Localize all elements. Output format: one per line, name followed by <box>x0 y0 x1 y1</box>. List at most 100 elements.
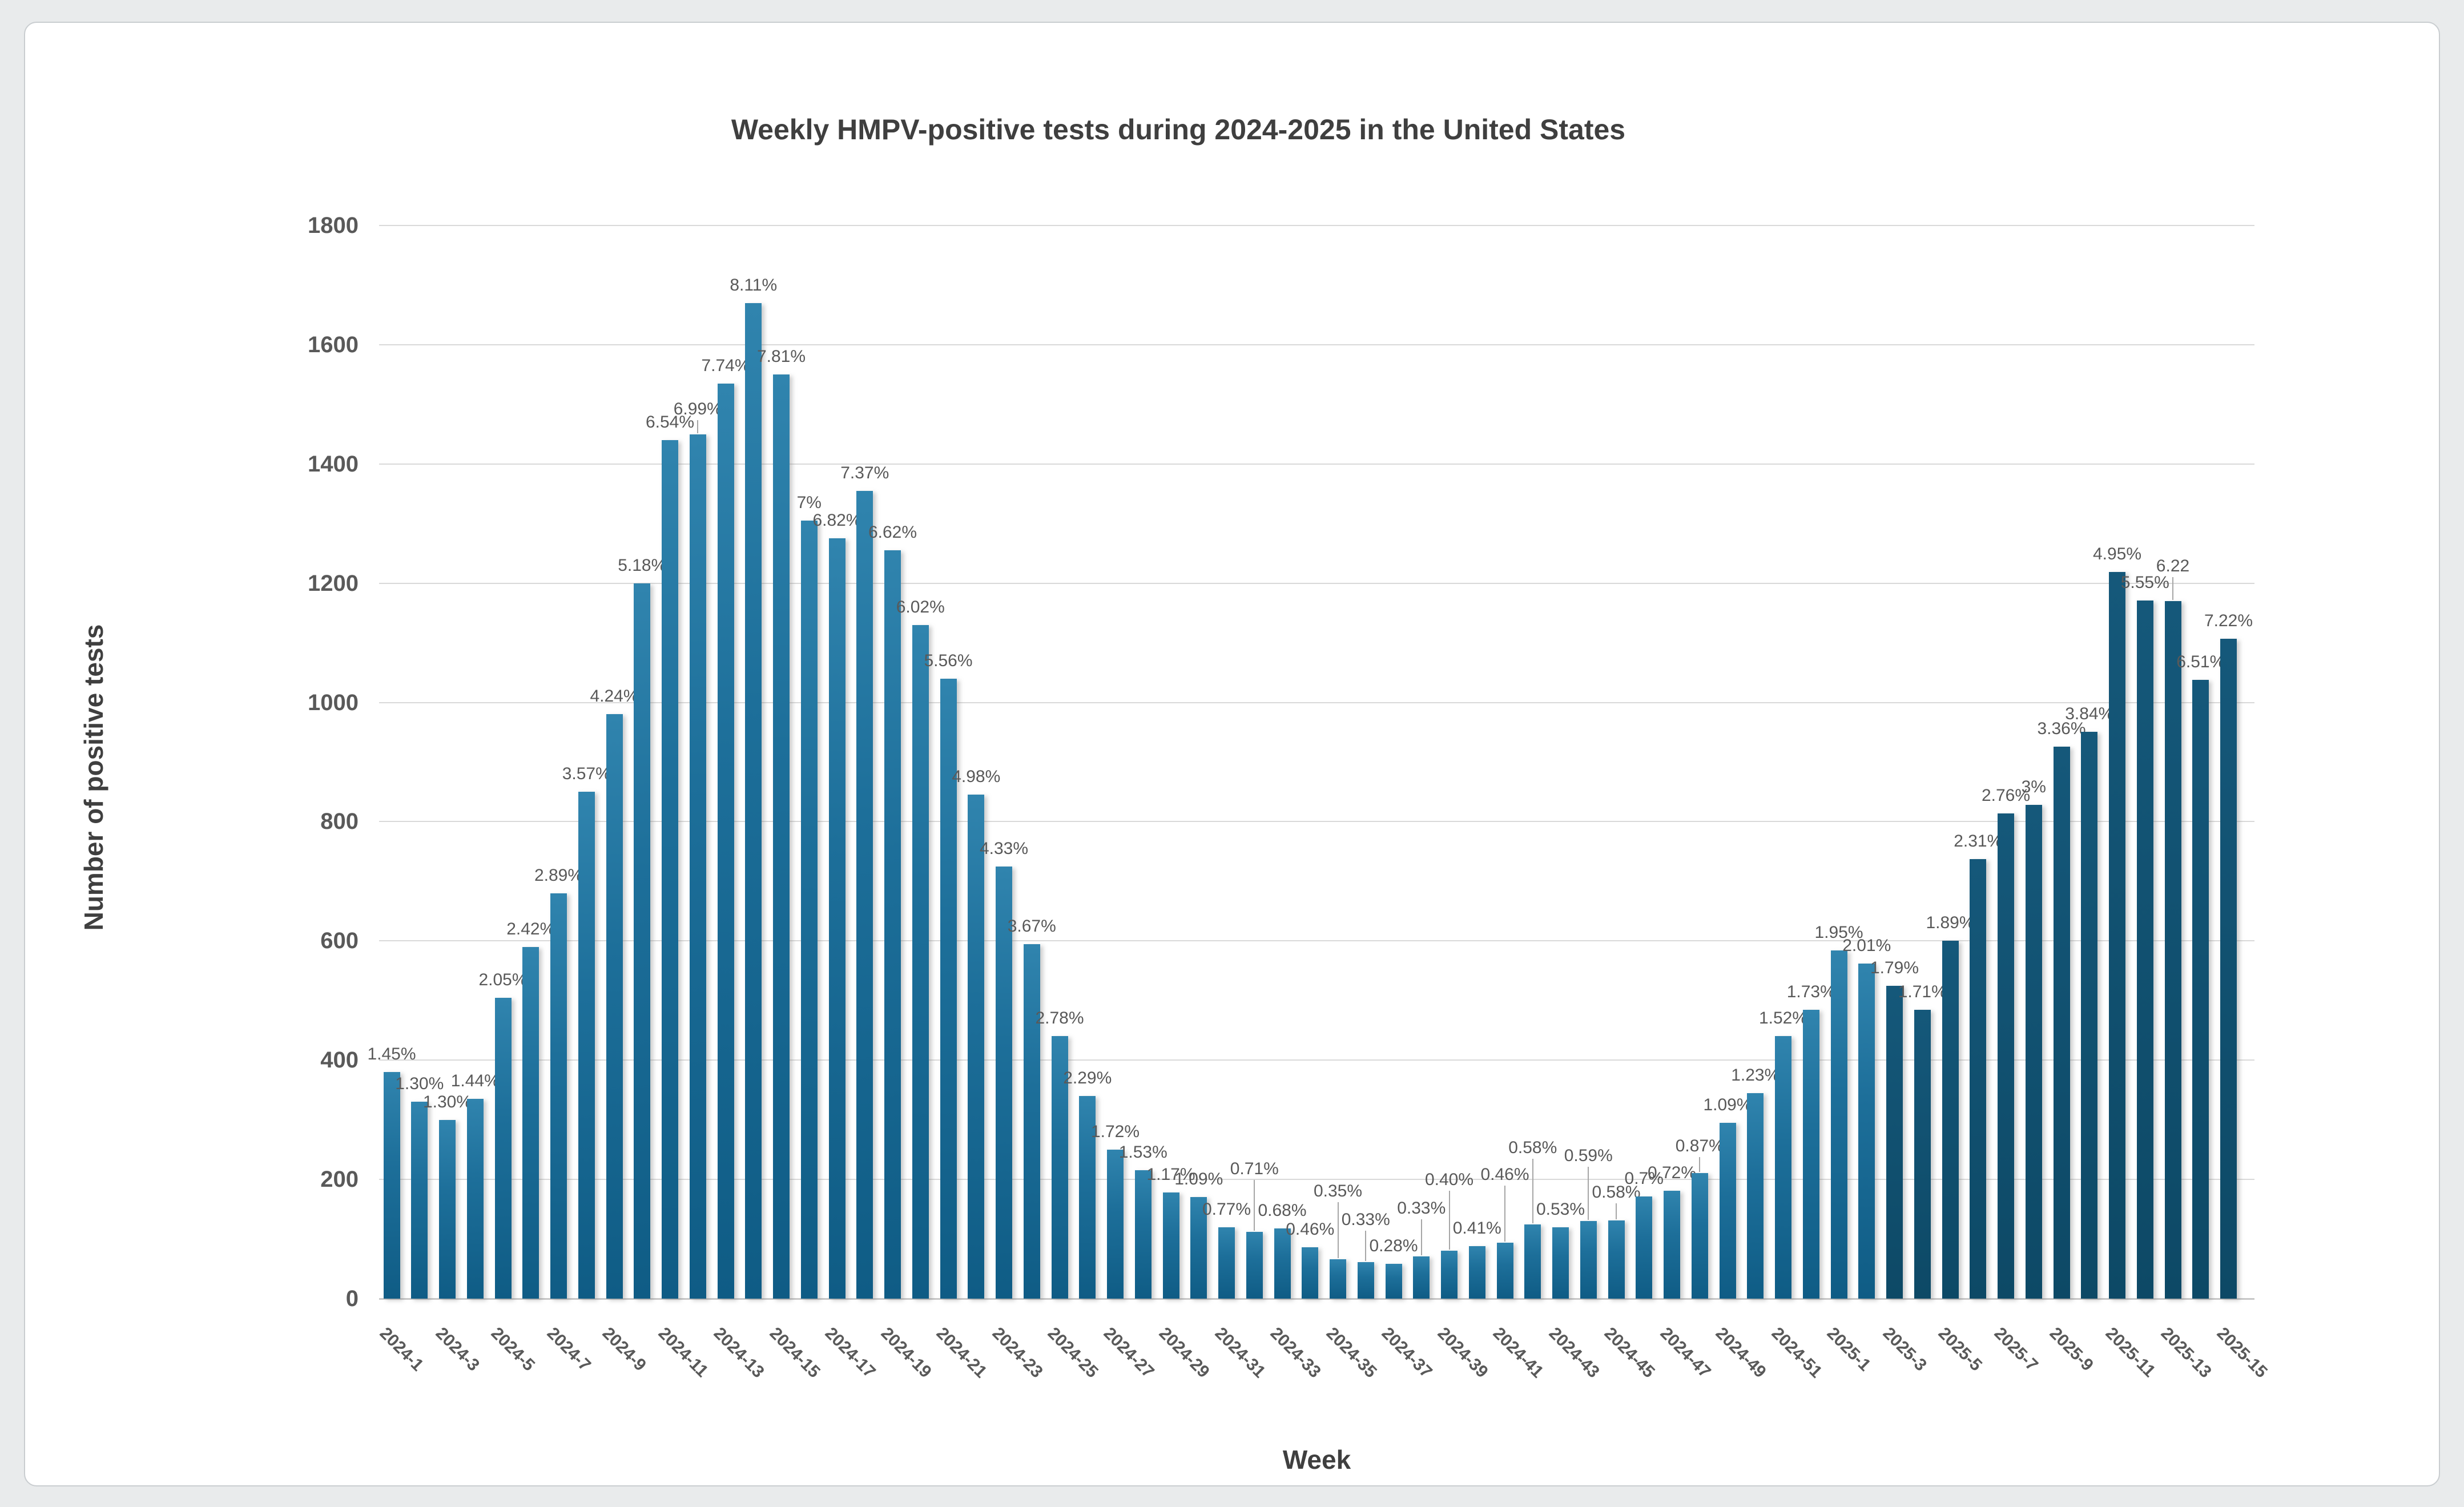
data-label-2025-7: 2.76% <box>1981 786 2031 805</box>
data-label-2024-13: 7.74% <box>701 356 750 375</box>
label-leader-line <box>1365 1231 1367 1261</box>
bar-2024-7 <box>550 893 567 1299</box>
bar-2025-5 <box>1942 941 1959 1299</box>
data-label-2024-19: 6.62% <box>868 523 917 542</box>
bar-2024-18 <box>856 491 873 1299</box>
y-tick-label: 800 <box>320 809 359 835</box>
bar-2025-12 <box>2136 601 2153 1299</box>
data-label-2025-5: 1.89% <box>1926 913 1975 932</box>
y-tick-label: 400 <box>320 1047 359 1073</box>
label-leader-line <box>1420 1219 1422 1255</box>
data-label-2025-8: 3% <box>2021 777 2046 796</box>
data-label-2024-41: 0.46% <box>1480 1165 1529 1184</box>
bar-2024-30 <box>1190 1197 1207 1299</box>
data-label-2024-46: 0.7% <box>1624 1169 1664 1188</box>
x-tick-label-2024-3: 2024-3 <box>432 1324 483 1375</box>
data-label-2024-50: 1.23% <box>1731 1066 1780 1085</box>
bar-2024-20 <box>912 625 929 1299</box>
data-label-2024-24: 3.67% <box>1007 917 1056 936</box>
gridline-1200 <box>379 582 2254 584</box>
y-tick-label: 200 <box>320 1167 359 1192</box>
bar-2024-29 <box>1162 1192 1179 1299</box>
bar-2024-16 <box>800 521 818 1299</box>
x-tick-label-2024-19: 2024-19 <box>877 1324 935 1382</box>
gridline-1000 <box>379 702 2254 703</box>
chart-card: Weekly HMPV-positive tests during 2024-2… <box>24 22 2440 1486</box>
gridline-1600 <box>379 344 2254 345</box>
y-tick-label: 600 <box>320 928 359 954</box>
bar-2025-10 <box>2081 732 2098 1299</box>
x-tick-label-2024-27: 2024-27 <box>1100 1324 1158 1382</box>
x-tick-label-2025-9: 2025-9 <box>2046 1324 2097 1375</box>
data-label-2024-1: 1.45% <box>367 1045 416 1063</box>
bar-2024-1 <box>383 1072 400 1299</box>
data-label-2024-15: 7.81% <box>756 347 806 366</box>
bar-2024-37 <box>1385 1264 1402 1299</box>
label-leader-line <box>697 420 699 433</box>
x-tick-label-2024-49: 2024-49 <box>1712 1324 1770 1382</box>
x-tick-label-2024-7: 2024-7 <box>543 1324 594 1375</box>
x-axis-line <box>379 1298 2254 1300</box>
x-tick-label-2025-7: 2025-7 <box>1990 1324 2042 1375</box>
label-leader-line <box>1616 1203 1617 1219</box>
bar-2024-15 <box>773 374 790 1299</box>
data-label-2025-2: 2.01% <box>1842 936 1891 955</box>
x-tick-label-2024-33: 2024-33 <box>1266 1324 1324 1382</box>
label-leader-line <box>1699 1157 1701 1172</box>
data-label-2024-32: 0.71% <box>1230 1159 1279 1178</box>
bar-2024-6 <box>522 947 539 1299</box>
gridline-800 <box>379 821 2254 823</box>
data-label-2024-27: 1.72% <box>1090 1122 1140 1141</box>
data-label-2024-45: 0.58% <box>1592 1183 1641 1202</box>
data-label-2024-35: 0.35% <box>1313 1182 1363 1200</box>
bar-2025-13 <box>2164 601 2181 1299</box>
bar-2024-19 <box>884 550 901 1299</box>
label-leader-line <box>1448 1191 1450 1250</box>
data-label-2024-23: 4.33% <box>979 839 1029 858</box>
x-tick-label-2025-11: 2025-11 <box>2101 1324 2159 1381</box>
x-tick-label-2024-51: 2024-51 <box>1768 1324 1826 1382</box>
bar-2024-40 <box>1468 1246 1485 1299</box>
x-tick-label-2024-29: 2024-29 <box>1155 1324 1213 1382</box>
x-tick-label-2025-5: 2025-5 <box>1934 1324 1986 1375</box>
bar-2024-22 <box>968 795 985 1299</box>
data-label-2024-5: 2.05% <box>478 970 528 989</box>
bar-2024-2 <box>411 1102 428 1299</box>
bar-2024-23 <box>996 867 1012 1299</box>
data-label-2024-17: 6.82% <box>812 511 861 530</box>
gridline-400 <box>379 1059 2254 1061</box>
bar-2024-32 <box>1246 1232 1263 1299</box>
data-label-2024-12: 6.99% <box>673 400 722 418</box>
data-label-2024-10: 5.18% <box>618 556 667 575</box>
bar-2024-21 <box>940 679 957 1299</box>
bar-2025-8 <box>2025 805 2042 1299</box>
plot-area: 0 200 400 600 800 1000 1200 1400 1600 1800 1.45% 20… <box>308 213 2270 1381</box>
data-label-2025-9: 3.36% <box>2037 719 2086 738</box>
x-tick-label-2024-35: 2024-35 <box>1322 1324 1380 1382</box>
bar-2025-11 <box>2109 572 2125 1299</box>
data-label-2024-11: 6.54% <box>645 413 695 432</box>
bar-2024-10 <box>634 583 651 1299</box>
x-tick-label-2025-13: 2025-13 <box>2157 1324 2215 1382</box>
x-tick-label-2024-31: 2024-31 <box>1211 1324 1269 1382</box>
data-label-2025-14: 6.51% <box>2176 652 2225 671</box>
x-tick-label-2025-15: 2025-15 <box>2213 1324 2271 1382</box>
bar-2024-39 <box>1441 1251 1458 1299</box>
data-label-2024-14: 8.11% <box>730 276 778 295</box>
label-leader-line <box>1254 1180 1255 1231</box>
bar-2024-44 <box>1580 1221 1597 1299</box>
data-label-2024-30: 1.09% <box>1174 1170 1223 1188</box>
bar-2025-2 <box>1858 964 1875 1299</box>
bar-2025-1 <box>1830 950 1847 1299</box>
bar-2024-33 <box>1274 1228 1291 1299</box>
label-leader-line <box>1337 1202 1339 1258</box>
bar-2024-24 <box>1023 944 1040 1299</box>
x-tick-label-2024-45: 2024-45 <box>1600 1324 1658 1382</box>
bar-2024-41 <box>1496 1243 1513 1299</box>
data-label-2024-51: 1.52% <box>1758 1009 1808 1028</box>
bar-2024-50 <box>1747 1093 1764 1299</box>
bar-2024-26 <box>1079 1096 1096 1299</box>
y-tick-label: 1800 <box>308 213 359 238</box>
bar-2024-25 <box>1051 1036 1068 1299</box>
bar-2024-46 <box>1636 1196 1653 1299</box>
